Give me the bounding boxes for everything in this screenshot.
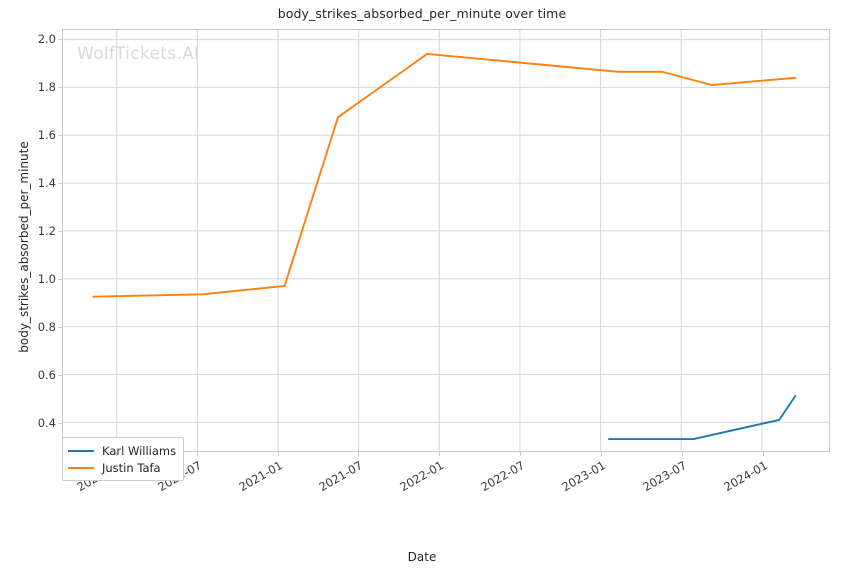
y-tick-mark — [58, 86, 62, 88]
chart-title: body_strikes_absorbed_per_minute over ti… — [277, 6, 567, 21]
y-tick-label: 2.0 — [37, 31, 56, 46]
x-tick-mark — [439, 452, 441, 456]
y-tick-mark — [58, 423, 62, 425]
y-axis-ticks: 0.4 0.6 0.8 1.0 1.2 1.4 1.6 1.8 2.0 — [0, 0, 62, 575]
legend-label: Justin Tafa — [102, 460, 161, 475]
y-tick-label: 1.8 — [37, 79, 56, 94]
y-tick-mark — [58, 134, 62, 136]
grid-lines — [63, 30, 829, 451]
y-tick-mark — [58, 327, 62, 329]
y-tick-label: 1.0 — [37, 271, 56, 286]
watermark-text: WolfTickets.AI — [77, 44, 200, 64]
legend-color-swatch — [68, 449, 94, 452]
y-tick-label: 1.6 — [37, 127, 56, 142]
y-tick-mark — [58, 38, 62, 40]
y-tick-mark — [58, 278, 62, 280]
legend-label: Karl Williams — [102, 443, 177, 458]
y-tick-label: 0.8 — [37, 320, 56, 335]
x-tick-label: 2021-07 — [316, 458, 366, 495]
legend-item[interactable]: Karl Williams — [68, 442, 176, 459]
plot-area: WolfTickets.AI — [62, 29, 830, 452]
x-tick-label: 2023-07 — [640, 458, 689, 495]
y-tick-mark — [58, 375, 62, 377]
x-tick-mark — [681, 452, 683, 456]
y-axis-label: body_strikes_absorbed_per_minute — [17, 141, 31, 353]
legend-item[interactable]: Justin Tafa — [68, 459, 176, 476]
x-tick-mark — [762, 452, 764, 456]
x-tick-mark — [520, 452, 522, 456]
y-tick-label: 1.2 — [37, 223, 56, 238]
chart-legend: Karl Williams Justin Tafa — [62, 437, 185, 481]
x-tick-mark — [358, 452, 360, 456]
y-tick-label: 0.4 — [37, 416, 56, 431]
x-tick-label: 2024-01 — [721, 458, 770, 495]
legend-color-swatch — [68, 466, 94, 469]
x-tick-mark — [277, 452, 279, 456]
x-tick-label: 2023-01 — [559, 458, 608, 495]
x-tick-mark — [115, 452, 117, 456]
x-tick-label: 2021-01 — [235, 458, 285, 495]
y-tick-mark — [58, 230, 62, 232]
y-tick-label: 0.6 — [37, 368, 56, 383]
x-tick-label: 2022-01 — [397, 458, 447, 495]
x-tick-mark — [600, 452, 602, 456]
x-tick-mark — [196, 452, 198, 456]
x-axis-label: Date — [407, 550, 437, 564]
x-tick-label: 2022-07 — [478, 458, 528, 495]
y-tick-mark — [58, 182, 62, 184]
series-lines — [92, 52, 797, 440]
y-tick-label: 1.4 — [37, 175, 56, 190]
